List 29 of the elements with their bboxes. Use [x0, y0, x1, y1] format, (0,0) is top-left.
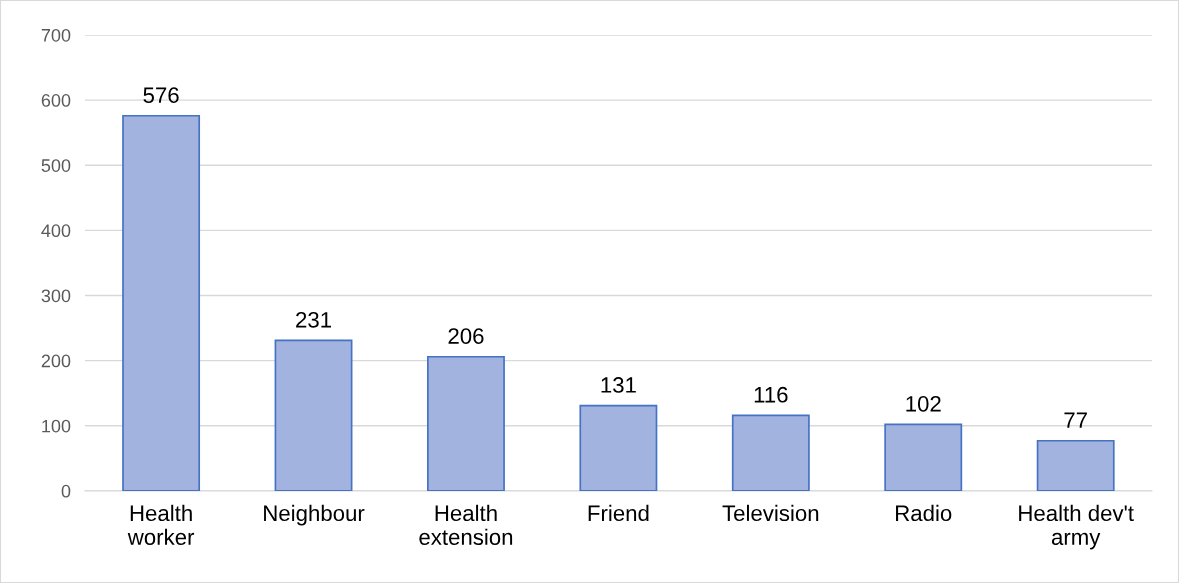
y-tick-label: 100: [42, 419, 71, 433]
data-label: 102: [906, 395, 941, 412]
data-label: 77: [1064, 412, 1087, 428]
data-label: 231: [296, 311, 331, 328]
x-tick-label: Television: [722, 504, 819, 522]
y-tick-label: 400: [41, 224, 71, 238]
y-tick-label: 200: [41, 354, 71, 368]
x-tick-label: Health extension: [419, 504, 513, 546]
x-tick-label: Radio: [896, 504, 952, 522]
y-tick-label: 700: [41, 28, 71, 42]
bar: [884, 423, 963, 491]
y-tick-label: 600: [41, 94, 71, 107]
bar: [1036, 439, 1115, 491]
x-tick-label: Neighbour: [264, 504, 365, 526]
bar: [122, 114, 201, 491]
bar: [579, 404, 658, 491]
y-tick-label: 500: [41, 159, 71, 172]
y-tick-label: 300: [41, 289, 71, 303]
x-tick-label: Health worker: [127, 504, 195, 546]
data-label: 206: [448, 328, 484, 344]
y-tick-label: 0: [61, 484, 71, 498]
bar: [274, 339, 353, 491]
data-label: 576: [143, 87, 179, 104]
data-label: 116: [754, 386, 788, 403]
bar: [731, 414, 810, 491]
bar: [427, 355, 505, 491]
x-tick-label: Friend: [588, 504, 649, 522]
data-label: 131: [601, 377, 636, 393]
x-tick-label: Health dev't army: [1019, 504, 1134, 550]
